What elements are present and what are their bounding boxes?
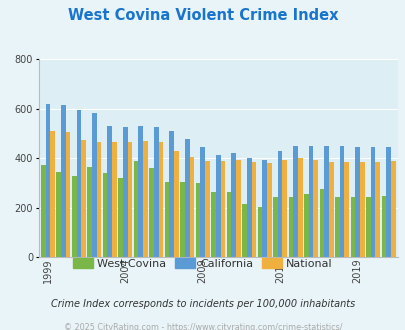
Bar [127, 142, 132, 257]
Bar [102, 173, 107, 257]
Bar [339, 146, 343, 257]
Bar [365, 197, 370, 257]
Bar [50, 131, 55, 257]
Bar [195, 183, 200, 257]
Bar [215, 155, 220, 257]
Bar [381, 196, 385, 257]
Bar [297, 158, 302, 257]
Bar [343, 162, 348, 257]
Bar [92, 113, 96, 257]
Bar [143, 141, 147, 257]
Bar [354, 147, 359, 257]
Bar [96, 142, 101, 257]
Bar [277, 151, 282, 257]
Bar [350, 197, 354, 257]
Legend: West Covina, California, National: West Covina, California, National [68, 254, 337, 273]
Bar [205, 161, 209, 257]
Bar [370, 147, 375, 257]
Bar [313, 160, 318, 257]
Bar [231, 153, 235, 257]
Bar [123, 127, 127, 257]
Bar [359, 162, 364, 257]
Bar [266, 163, 271, 257]
Bar [169, 131, 174, 257]
Bar [390, 161, 394, 257]
Bar [66, 132, 70, 257]
Bar [118, 178, 123, 257]
Text: West Covina Violent Crime Index: West Covina Violent Crime Index [68, 8, 337, 23]
Bar [308, 146, 313, 257]
Bar [303, 194, 308, 257]
Bar [72, 176, 76, 257]
Bar [319, 189, 324, 257]
Bar [200, 147, 205, 257]
Bar [293, 146, 297, 257]
Bar [189, 157, 194, 257]
Bar [242, 204, 246, 257]
Bar [107, 126, 112, 257]
Bar [180, 182, 184, 257]
Bar [262, 160, 266, 257]
Bar [76, 110, 81, 257]
Bar [81, 140, 85, 257]
Text: Crime Index corresponds to incidents per 100,000 inhabitants: Crime Index corresponds to incidents per… [51, 299, 354, 309]
Bar [324, 146, 328, 257]
Bar [87, 167, 92, 257]
Bar [226, 192, 231, 257]
Bar [56, 172, 61, 257]
Bar [257, 207, 262, 257]
Text: © 2025 CityRating.com - https://www.cityrating.com/crime-statistics/: © 2025 CityRating.com - https://www.city… [64, 323, 341, 330]
Bar [45, 104, 50, 257]
Bar [61, 105, 66, 257]
Bar [246, 158, 251, 257]
Bar [335, 197, 339, 257]
Bar [138, 126, 143, 257]
Bar [184, 139, 189, 257]
Bar [328, 162, 333, 257]
Bar [235, 160, 240, 257]
Bar [288, 197, 293, 257]
Bar [153, 127, 158, 257]
Bar [134, 161, 138, 257]
Bar [158, 142, 163, 257]
Bar [385, 147, 390, 257]
Bar [273, 197, 277, 257]
Bar [282, 160, 286, 257]
Bar [220, 161, 225, 257]
Bar [164, 182, 169, 257]
Bar [375, 162, 379, 257]
Bar [41, 165, 45, 257]
Bar [112, 142, 117, 257]
Bar [251, 162, 256, 257]
Bar [174, 151, 178, 257]
Bar [149, 168, 153, 257]
Bar [211, 192, 215, 257]
